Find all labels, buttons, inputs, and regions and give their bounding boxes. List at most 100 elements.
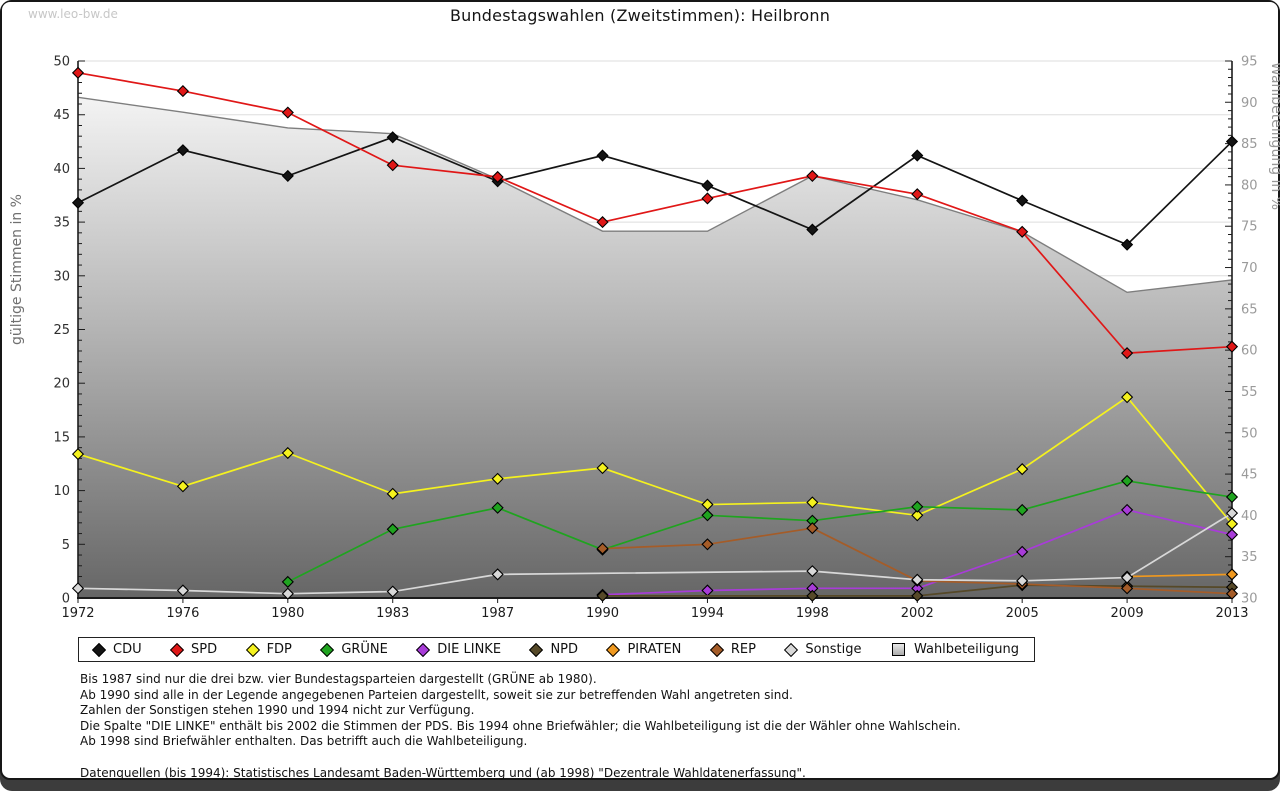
data-point-SPD (71, 66, 85, 79)
data-point-PIRATEN (1225, 568, 1239, 581)
data-point-SPD (1225, 340, 1239, 353)
footnote-line: Bis 1987 sind nur die drei bzw. vier Bun… (80, 672, 597, 686)
x-tick-label: 1972 (61, 606, 94, 621)
data-point-DIE LINKE (1121, 503, 1134, 517)
data-point-CDU (281, 169, 294, 182)
legend-item-die-linke: DIE LINKE (416, 642, 501, 657)
right-tick-label: 75 (1241, 220, 1258, 235)
legend-diamond-icon (245, 642, 260, 657)
data-point-FDP (911, 509, 924, 522)
x-tick-label: 2013 (1215, 606, 1248, 621)
legend-label: NPD (550, 642, 579, 657)
data-point-GRÜNE (911, 500, 924, 513)
axes: 0 5 10 15 20 25 30 35 40 45 50 30 35 40 45 50 55 60 65 70 75… (53, 55, 1257, 622)
legend-item-wahlbeteiligung: Wahlbeteiligung (891, 642, 1019, 657)
data-point-CDU (701, 179, 714, 192)
right-tick-label: 60 (1241, 344, 1258, 359)
chart-legend: CDU SPD FDP GRÜNE DIE LINKE NPD PIRATEN REP Sons… (78, 637, 1035, 662)
data-point-Sonstige (176, 584, 189, 597)
right-axis-title: Wahlbeteiligung in % (1268, 62, 1280, 210)
data-point-CDU (806, 223, 819, 236)
right-tick-label: 95 (1241, 55, 1258, 70)
left-tick-label: 45 (53, 108, 70, 123)
right-tick-label: 85 (1241, 137, 1258, 152)
legend-item-cdu: CDU (91, 642, 142, 657)
left-tick-label: 25 (53, 323, 70, 338)
data-point-SPD (281, 106, 294, 119)
data-point-REP (1225, 587, 1239, 600)
data-point-CDU (1121, 238, 1134, 251)
x-tick-label: 2005 (1006, 606, 1039, 621)
data-point-GRÜNE (1121, 474, 1134, 488)
data-point-SPD (806, 169, 819, 182)
data-point-CDU (596, 149, 609, 162)
data-point-Sonstige (281, 587, 294, 600)
data-point-SPD (701, 192, 714, 205)
watermark: www.leo-bw.de (28, 7, 118, 21)
data-point-CDU (1225, 135, 1239, 148)
data-point-FDP (281, 446, 294, 460)
x-tick-label: 1976 (166, 606, 199, 621)
right-tick-label: 50 (1241, 426, 1258, 441)
right-tick-label: 30 (1241, 592, 1258, 607)
data-point-Sonstige (911, 573, 924, 586)
legend-item-sonstige: Sonstige (784, 642, 862, 657)
x-tick-label: 1994 (691, 606, 724, 621)
legend-item-rep: REP (709, 642, 756, 657)
x-tick-label: 2009 (1111, 606, 1144, 621)
legend-square-icon (891, 643, 905, 656)
data-point-SPD (491, 170, 504, 184)
left-tick-label: 35 (53, 216, 70, 231)
data-point-GRÜNE (1225, 490, 1239, 504)
legend-diamond-icon (91, 642, 107, 657)
footnote-line: Zahlen der Sonstigen stehen 1990 und 199… (80, 703, 475, 718)
legend-diamond-icon (320, 642, 335, 657)
x-tick-label: 1983 (376, 606, 409, 621)
right-tick-label: 80 (1241, 178, 1258, 193)
data-point-GRÜNE (281, 575, 294, 588)
legend-diamond-icon (606, 642, 621, 657)
legend-label: PIRATEN (627, 642, 682, 657)
series-GRÜNE (281, 474, 1239, 588)
left-tick-label: 5 (62, 538, 70, 553)
data-point-REP (596, 542, 609, 555)
legend-diamond-icon (784, 642, 799, 657)
right-tick-label: 55 (1241, 385, 1258, 400)
legend-item-fdp: FDP (245, 642, 292, 657)
data-point-SPD (596, 216, 609, 229)
data-point-DIE LINKE (1225, 528, 1239, 541)
page-title: Bundestagswahlen (Zweitstimmen): Heilbro… (449, 6, 831, 25)
data-point-FDP (1121, 391, 1134, 404)
x-tick-label: 1987 (481, 606, 514, 621)
legend-label: FDP (266, 642, 292, 657)
x-tick-label: 1990 (586, 606, 619, 621)
data-point-REP (1121, 582, 1134, 595)
left-tick-label: 0 (62, 592, 70, 607)
data-point-SPD (1121, 347, 1134, 360)
legend-item-grüne: GRÜNE (320, 642, 388, 657)
legend-item-spd: SPD (169, 642, 218, 657)
right-tick-label: 40 (1241, 509, 1258, 524)
left-tick-label: 20 (53, 377, 70, 392)
data-point-CDU (1016, 194, 1029, 207)
data-point-FDP (491, 472, 504, 485)
footnote-line: Ab 1998 sind Briefwähler enthalten. Das … (80, 734, 528, 749)
right-tick-label: 90 (1241, 96, 1258, 111)
legend-diamond-icon (709, 642, 724, 657)
legend-diamond-icon (416, 642, 431, 657)
data-point-Sonstige (806, 565, 819, 578)
data-point-FDP (71, 448, 85, 461)
legend-label: SPD (191, 642, 218, 657)
data-point-REP (806, 522, 819, 535)
data-point-Sonstige (1016, 574, 1029, 587)
data-point-NPD (596, 589, 609, 602)
legend-item-piraten: PIRATEN (606, 642, 682, 657)
data-point-CDU (176, 144, 189, 157)
series-FDP (71, 391, 1239, 530)
x-tick-label: 1998 (796, 606, 829, 621)
right-tick-label: 35 (1241, 550, 1258, 565)
data-point-Sonstige (386, 585, 399, 598)
series-SPD (71, 66, 1239, 360)
x-tick-label: 1980 (271, 606, 304, 621)
data-point-SPD (911, 188, 924, 201)
